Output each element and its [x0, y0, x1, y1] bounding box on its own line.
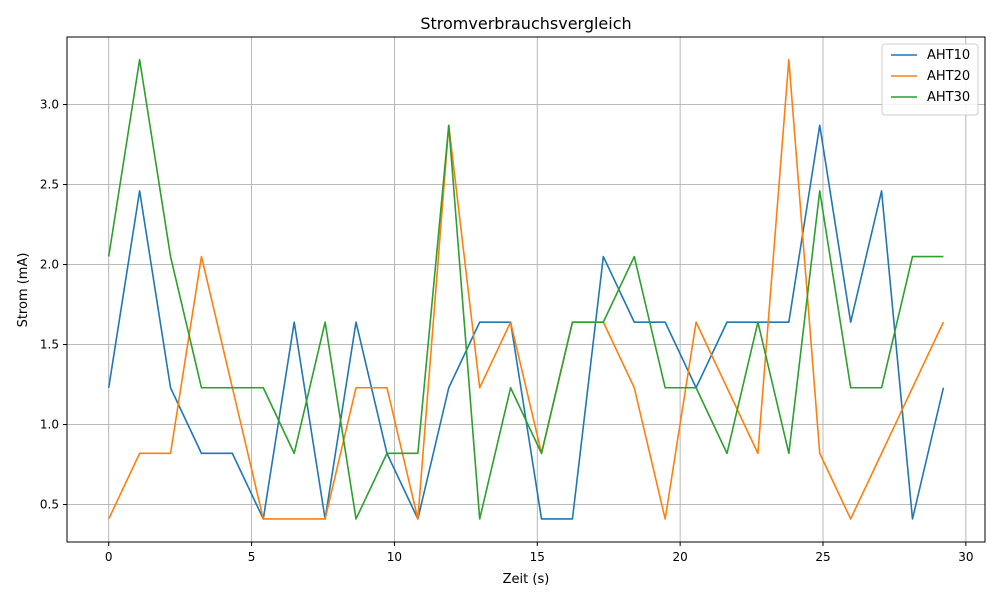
- x-tick-label: 25: [815, 550, 830, 564]
- series-lines: [107, 58, 945, 520]
- axis-ticks: 0 5 10 15 20 25 30 0.5 1.0 1.5 2.0 2.5 3.0: [40, 98, 974, 564]
- plot-frame: [66, 36, 986, 543]
- x-tick-label: 20: [673, 550, 688, 564]
- legend: AHT10 AHT20 AHT30: [881, 43, 979, 116]
- y-tick-label: 3.0: [40, 98, 59, 112]
- x-tick-label: 15: [530, 550, 545, 564]
- y-tick-label: 1.0: [40, 418, 59, 432]
- x-axis-label: Zeit (s): [503, 572, 550, 587]
- x-tick-label: 30: [958, 550, 973, 564]
- y-tick-label: 1.5: [40, 338, 59, 352]
- legend-label-aht20: AHT20: [927, 69, 970, 84]
- x-tick-label: 10: [387, 550, 402, 564]
- x-tick-label: 0: [105, 550, 113, 564]
- legend-label-aht10: AHT10: [927, 48, 970, 63]
- y-tick-label: 2.0: [40, 258, 59, 272]
- series-line-aht30: [107, 58, 944, 520]
- legend-label-aht30: AHT30: [927, 90, 970, 105]
- y-tick-label: 0.5: [40, 498, 59, 512]
- chart-title: Stromverbrauchsvergleich: [420, 14, 631, 33]
- series-line-aht20: [107, 58, 945, 520]
- x-tick-label: 5: [248, 550, 256, 564]
- y-tick-label: 2.5: [40, 178, 59, 192]
- y-axis-label: Strom (mA): [16, 253, 31, 328]
